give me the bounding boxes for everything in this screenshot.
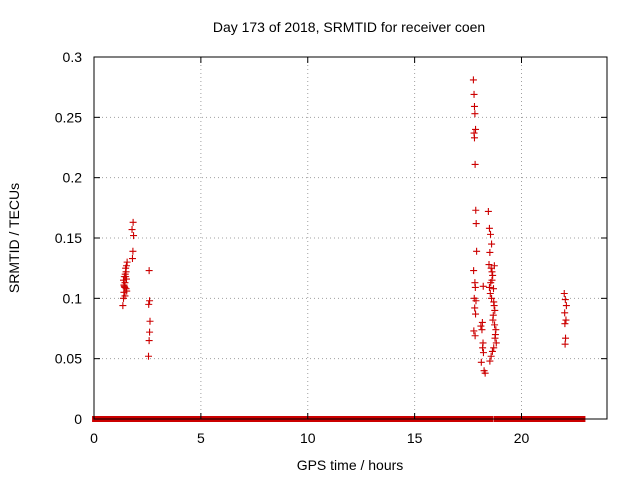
data-point: [121, 283, 129, 291]
data-point: [490, 302, 498, 310]
data-point: [470, 129, 478, 137]
data-point: [490, 344, 498, 352]
y-tick-label: 0.3: [63, 49, 83, 65]
y-axis-title: SRMTID / TECUs: [6, 183, 22, 293]
data-point: [488, 276, 496, 284]
data-point: [130, 232, 138, 240]
data-point: [562, 316, 570, 324]
data-point: [479, 349, 487, 357]
data-point: [562, 334, 570, 342]
data-point: [128, 255, 136, 263]
data-point: [471, 332, 479, 340]
y-tick-label: 0.1: [63, 290, 83, 306]
data-point: [481, 369, 489, 377]
data-point: [484, 207, 492, 215]
data-point: [122, 275, 130, 283]
data-point: [122, 264, 130, 272]
data-point: [478, 326, 486, 334]
data-point: [119, 302, 127, 310]
data-point: [489, 285, 497, 293]
data-point: [145, 337, 153, 345]
data-point: [485, 261, 493, 269]
data-points: [119, 76, 570, 377]
data-point: [492, 339, 500, 347]
data-point: [486, 248, 494, 256]
data-point: [121, 292, 129, 300]
data-point: [470, 102, 478, 110]
data-point: [488, 240, 496, 248]
data-point: [145, 267, 153, 275]
grid: [94, 57, 607, 419]
data-point: [121, 270, 129, 278]
x-tick-label: 5: [197, 430, 205, 446]
data-point: [123, 258, 131, 266]
data-point: [479, 344, 487, 352]
data-point: [478, 318, 486, 326]
data-point: [491, 321, 499, 329]
data-point: [472, 220, 480, 228]
data-point: [472, 206, 480, 214]
data-point: [490, 262, 498, 270]
data-point: [472, 125, 480, 133]
x-tick-label: 15: [407, 430, 423, 446]
x-tick-labels: 0 5 10 15 20: [90, 430, 529, 446]
data-point: [489, 271, 497, 279]
data-point: [562, 302, 570, 310]
data-point: [145, 300, 153, 308]
data-point: [470, 90, 478, 98]
data-point: [488, 268, 496, 276]
data-point: [470, 327, 478, 335]
data-point: [477, 322, 485, 330]
chart-title: Day 173 of 2018, SRMTID for receiver coe…: [213, 19, 485, 35]
data-point: [561, 320, 569, 328]
x-axis-title: GPS time / hours: [297, 457, 404, 473]
data-point: [123, 287, 131, 295]
data-point: [471, 283, 479, 291]
data-point: [487, 352, 495, 360]
y-tick-label: 0.25: [55, 109, 82, 125]
data-point: [491, 306, 499, 314]
y-tick-label: 0.05: [55, 351, 82, 367]
data-point: [471, 304, 479, 312]
data-point: [472, 310, 480, 318]
x-tick-label: 20: [514, 430, 530, 446]
data-point: [479, 282, 487, 290]
data-point: [471, 160, 479, 168]
data-point: [146, 317, 154, 325]
data-point: [471, 110, 479, 118]
data-point: [146, 297, 154, 305]
data-point: [485, 283, 493, 291]
data-point: [472, 297, 480, 305]
data-point: [491, 334, 499, 342]
data-point: [473, 247, 481, 255]
data-point: [485, 224, 493, 232]
x-tick-label: 0: [90, 430, 98, 446]
data-point: [486, 290, 494, 298]
data-point: [470, 267, 478, 275]
data-point: [561, 309, 569, 317]
y-tick-label: 0.2: [63, 170, 83, 186]
data-point: [488, 294, 496, 302]
y-tick-label: 0.15: [55, 230, 82, 246]
data-point: [145, 352, 153, 360]
y-tick-label: 0: [74, 411, 82, 427]
data-point: [477, 358, 485, 366]
data-point: [561, 340, 569, 348]
data-point: [488, 347, 496, 355]
data-point: [486, 357, 494, 365]
data-point: [560, 290, 568, 298]
data-point: [129, 247, 137, 255]
x-tick-label: 10: [300, 430, 316, 446]
data-point: [128, 226, 136, 234]
data-point: [146, 328, 154, 336]
y-tick-labels: 0 0.05 0.1 0.15 0.2 0.25 0.3: [55, 49, 82, 427]
axis-ticks: [93, 56, 607, 420]
data-point: [487, 230, 495, 238]
data-point: [469, 76, 477, 84]
data-point: [129, 218, 137, 226]
data-point: [489, 316, 497, 324]
data-point: [561, 296, 569, 304]
